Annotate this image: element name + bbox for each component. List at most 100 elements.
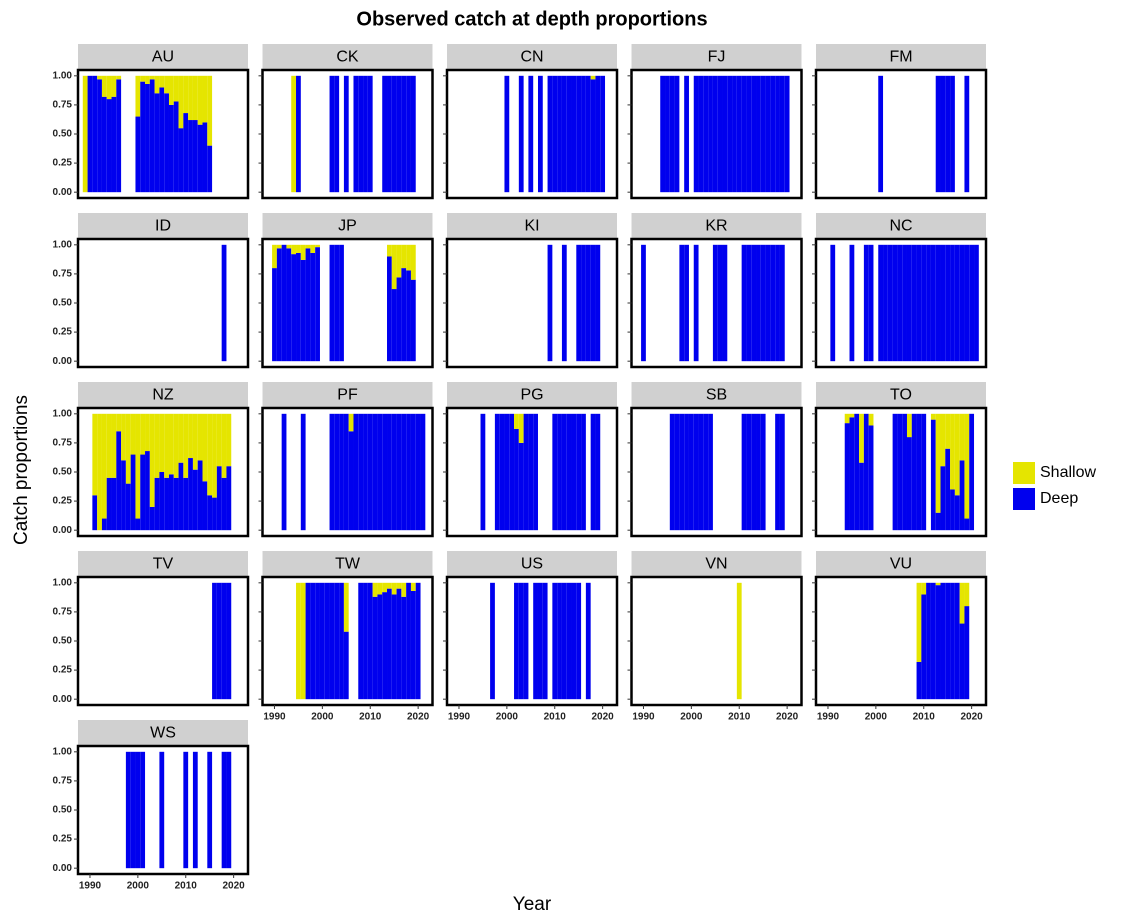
bar-segment [164, 477, 169, 531]
bar-segment [226, 413, 232, 467]
bar-segment [746, 75, 752, 193]
bar-segment [391, 594, 397, 700]
bar-segment [969, 413, 975, 531]
bar-segment [921, 594, 927, 700]
bar-segment [106, 75, 112, 100]
bar-segment [410, 582, 416, 591]
bar-segment [140, 413, 146, 455]
bar-segment [168, 413, 174, 475]
bar-segment [760, 413, 766, 531]
bar-segment [183, 413, 189, 478]
bar-segment [935, 585, 941, 700]
panel-title: JP [338, 218, 357, 235]
bar-segment [571, 413, 577, 531]
bar-segment [897, 413, 903, 531]
bar-segment [600, 75, 606, 193]
bar-segment [595, 244, 601, 362]
panel-title: ID [155, 218, 171, 235]
bar-segment [665, 75, 670, 193]
bar-segment [296, 252, 301, 362]
y-tick-label: 0.00 [53, 525, 73, 536]
bar-segment [329, 244, 335, 362]
panel-border [630, 575, 803, 707]
bar-segment [964, 582, 970, 607]
bar-segment [377, 594, 383, 700]
bar-segment [149, 75, 155, 80]
bar-segment [590, 413, 596, 531]
x-tick-label: 1990 [448, 712, 471, 723]
bar-segment [202, 75, 208, 123]
bar-segment [688, 413, 694, 531]
bar-segment [959, 582, 965, 624]
bar-segment [339, 413, 344, 531]
strip [816, 44, 986, 69]
bar-segment [566, 582, 572, 700]
bar-segment [906, 244, 912, 362]
bar-segment [315, 582, 320, 700]
strip [78, 551, 248, 576]
bar-segment [406, 270, 411, 362]
bar-segment [286, 244, 292, 249]
bar-segment [159, 87, 165, 193]
bar-segment [173, 75, 179, 102]
bar-segment [300, 582, 306, 700]
bar-segment [684, 75, 689, 193]
bar-segment [863, 413, 869, 531]
bar-segment [571, 75, 577, 193]
panel-title: TO [890, 387, 912, 404]
bar-segment [202, 481, 208, 531]
bar-segment [387, 582, 392, 589]
x-tick-label: 1990 [263, 712, 286, 723]
bar-segment [116, 75, 122, 80]
bar-segment [226, 582, 232, 700]
x-tick-label: 2020 [961, 712, 984, 723]
bar-segment [358, 413, 364, 531]
bar-segment [930, 419, 936, 531]
bar-segment [571, 582, 577, 700]
y-tick-label: 1.00 [53, 70, 73, 81]
bar-segment [296, 244, 301, 253]
bar-segment [945, 582, 951, 700]
bar-segment [784, 75, 790, 193]
bar-segment [319, 582, 325, 700]
bar-segment [391, 413, 397, 531]
bar-segment [765, 75, 771, 193]
strip [447, 44, 617, 69]
bar-segment [509, 413, 515, 531]
bar-segment [197, 460, 203, 531]
bar-segment [391, 244, 397, 290]
panel-title: KR [705, 218, 727, 235]
bar-segment [892, 413, 898, 531]
bar-segment [178, 413, 184, 463]
bar-segment [916, 413, 922, 531]
y-tick-label: 1.00 [53, 746, 73, 757]
bar-segment [159, 413, 165, 472]
y-tick-label: 0.50 [53, 467, 73, 478]
bar-segment [732, 75, 737, 193]
bar-segment [859, 462, 864, 531]
bar-segment [779, 413, 785, 531]
bar-segment [168, 104, 174, 193]
bar-segment [494, 413, 500, 531]
bar-segment [188, 120, 193, 193]
bar-segment [712, 244, 718, 362]
bar-segment [391, 75, 397, 193]
bar-segment [935, 75, 941, 193]
bar-segment [300, 259, 306, 362]
bar-segment [300, 244, 306, 260]
bar-segment [396, 75, 402, 193]
strip [78, 720, 248, 745]
bar-segment [406, 75, 411, 193]
bar-segment [964, 606, 970, 700]
bar-segment [974, 244, 979, 362]
bar-segment [883, 244, 888, 362]
bar-segment [310, 252, 316, 362]
y-tick-label: 0.25 [53, 158, 73, 169]
bar-segment [226, 466, 232, 531]
strip [816, 213, 986, 238]
bar-segment [145, 75, 150, 84]
bar-segment [693, 413, 699, 531]
panel-title: FJ [708, 49, 726, 66]
y-tick-label: 0.00 [53, 187, 73, 198]
bar-segment [192, 751, 198, 869]
